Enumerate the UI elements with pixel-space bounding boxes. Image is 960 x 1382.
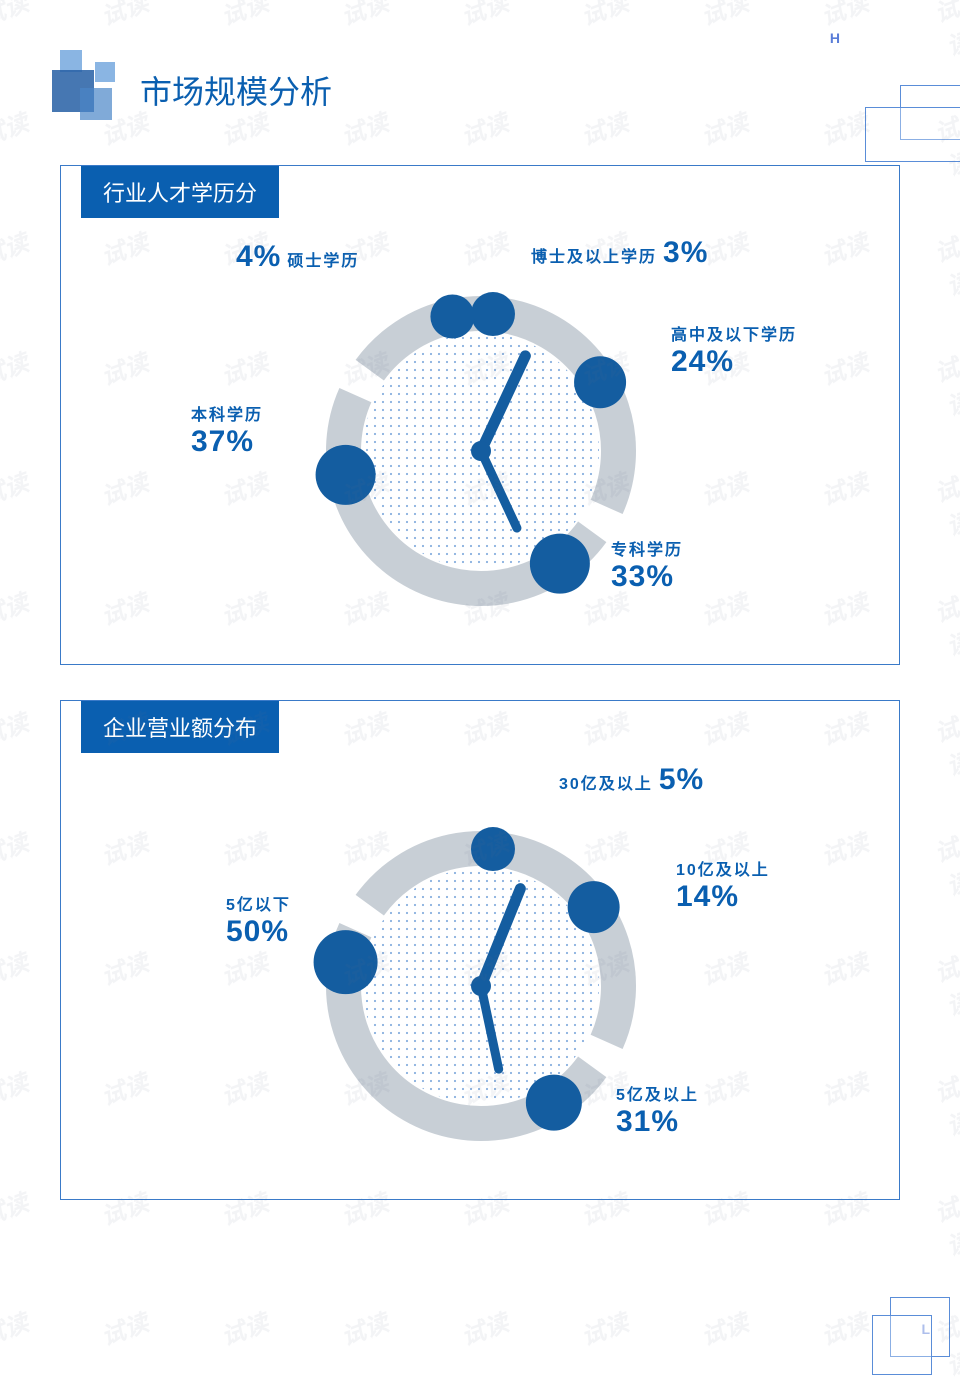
education-chart: 博士及以上学历3% 4%硕士学历高中及以下学历24% 专科学历33% 本科学历37% — [61, 216, 899, 664]
watermark: 试读 — [575, 1303, 632, 1352]
watermark: 试读 — [929, 348, 960, 422]
revenue-panel: 企业营业额分布 30亿及以上5% 10亿及以上14% 5亿及以上31% 5亿以下50% — [60, 700, 900, 1200]
watermark: 试读 — [335, 1303, 392, 1352]
watermark: 试读 — [0, 943, 33, 992]
chart-label: 5亿以下50% — [226, 891, 291, 949]
chart-label-name: 博士及以上学历 — [531, 243, 657, 267]
watermark: 试读 — [335, 103, 392, 152]
chart-label-name: 高中及以下学历 — [671, 321, 797, 345]
watermark: 试读 — [0, 103, 33, 152]
watermark: 试读 — [0, 703, 33, 752]
chart-label-name: 本科学历 — [191, 401, 263, 425]
watermark: 试读 — [0, 343, 33, 392]
clock-svg — [61, 216, 901, 666]
watermark: 试读 — [695, 0, 752, 32]
watermark: 试读 — [0, 0, 33, 32]
chart-label-value: 33% — [611, 560, 683, 594]
education-panel: 行业人才学历分 博士及以上学历3% 4%硕士学历高中及以下学历24% 专科学历33%… — [60, 165, 900, 665]
chart-label: 专科学历33% — [611, 536, 683, 594]
revenue-chart: 30亿及以上5% 10亿及以上14% 5亿及以上31% 5亿以下50% — [61, 751, 899, 1199]
chart-label-value: 5% — [659, 763, 704, 797]
page-title: 市场规模分析 — [140, 67, 332, 113]
chart-label: 30亿及以上5% — [559, 763, 704, 797]
chart-label-value: 37% — [191, 425, 263, 459]
watermark: 试读 — [815, 1303, 872, 1352]
chart-label-name: 5亿及以上 — [616, 1081, 699, 1105]
watermark: 试读 — [0, 823, 33, 872]
page-header: 市场规模分析 — [50, 50, 332, 130]
watermark: 试读 — [0, 583, 33, 632]
chart-label: 5亿及以上31% — [616, 1081, 699, 1139]
watermark: 试读 — [455, 103, 512, 152]
watermark: 试读 — [215, 0, 272, 32]
watermark: 试读 — [929, 468, 960, 542]
chart-label-value: 50% — [226, 915, 291, 949]
watermark: 试读 — [929, 828, 960, 902]
education-panel-title: 行业人才学历分 — [81, 166, 279, 218]
chart-label-name: 5亿以下 — [226, 891, 291, 915]
watermark: 试读 — [695, 1303, 752, 1352]
corner-marker-top: H — [830, 30, 840, 46]
title-square — [95, 62, 115, 82]
watermark: 试读 — [929, 708, 960, 782]
chart-node — [471, 827, 515, 871]
chart-label: 高中及以下学历24% — [671, 321, 797, 379]
title-square — [60, 50, 82, 72]
watermark: 试读 — [815, 0, 872, 32]
chart-label-value: 4% — [236, 240, 281, 274]
chart-node — [314, 930, 378, 994]
watermark: 试读 — [455, 1303, 512, 1352]
watermark: 试读 — [929, 1068, 960, 1142]
watermark: 试读 — [95, 1303, 152, 1352]
chart-label-value: 3% — [663, 236, 708, 270]
watermark: 试读 — [929, 1188, 960, 1262]
watermark: 试读 — [575, 0, 632, 32]
watermark: 试读 — [335, 0, 392, 32]
watermark: 试读 — [929, 588, 960, 662]
chart-node — [430, 295, 474, 339]
watermark: 试读 — [929, 228, 960, 302]
chart-label-value: 24% — [671, 345, 797, 379]
watermark: 试读 — [215, 1303, 272, 1352]
chart-label: 4%硕士学历 — [236, 240, 359, 274]
title-decoration-icon — [50, 50, 130, 130]
chart-label: 本科学历37% — [191, 401, 263, 459]
watermark: 试读 — [929, 0, 960, 62]
chart-label-name: 硕士学历 — [287, 247, 359, 271]
chart-node — [526, 1075, 582, 1131]
watermark: 试读 — [0, 223, 33, 272]
chart-label-name: 专科学历 — [611, 536, 683, 560]
watermark: 试读 — [0, 1303, 33, 1352]
chart-node — [471, 292, 515, 336]
title-square — [80, 88, 112, 120]
watermark: 试读 — [0, 1063, 33, 1112]
chart-label-name: 10亿及以上 — [676, 856, 770, 880]
watermark: 试读 — [575, 103, 632, 152]
watermark: 试读 — [95, 0, 152, 32]
watermark: 试读 — [815, 103, 872, 152]
watermark: 试读 — [929, 948, 960, 1022]
clock-svg — [61, 751, 901, 1201]
chart-label-name: 30亿及以上 — [559, 770, 653, 794]
chart-node — [574, 356, 626, 408]
chart-label: 10亿及以上14% — [676, 856, 770, 914]
revenue-panel-title: 企业营业额分布 — [81, 701, 279, 753]
chart-node — [530, 534, 590, 594]
watermark: 试读 — [0, 1183, 33, 1232]
chart-label-value: 31% — [616, 1105, 699, 1139]
chart-node — [316, 445, 376, 505]
chart-node — [568, 881, 620, 933]
watermark: 试读 — [0, 463, 33, 512]
chart-label-value: 14% — [676, 880, 770, 914]
watermark: 试读 — [695, 103, 752, 152]
watermark: 试读 — [455, 0, 512, 32]
chart-label: 博士及以上学历3% — [531, 236, 708, 270]
